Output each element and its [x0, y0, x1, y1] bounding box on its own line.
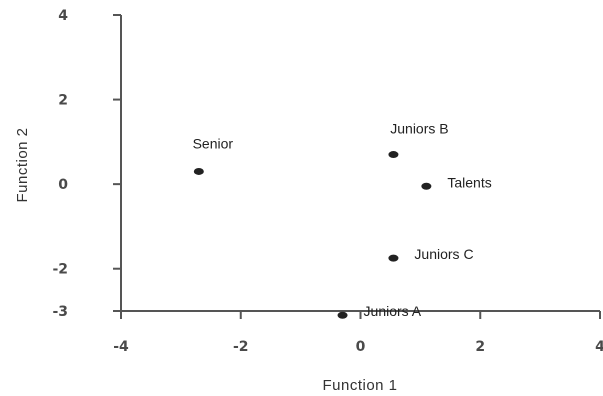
y-axis-ticks: 4 2 0 -2 -3	[52, 8, 121, 320]
y-tick-label: -2	[52, 262, 68, 278]
data-point-label: Juniors A	[364, 303, 422, 319]
data-point	[193, 167, 204, 175]
x-tick-label: 2	[475, 339, 485, 355]
data-point	[388, 254, 399, 262]
y-tick-label: 4	[58, 8, 68, 24]
x-axis-title: Function 1	[322, 377, 397, 394]
axes	[120, 15, 600, 312]
data-points: Senior Juniors B Talents Juniors C Juniors A	[193, 121, 492, 320]
y-tick-label: 2	[58, 93, 68, 109]
x-axis-ticks: -4 -2 0 2 4	[113, 311, 603, 355]
x-tick-label: -2	[233, 339, 249, 355]
y-axis-title: Function 2	[14, 127, 31, 202]
data-point	[388, 151, 399, 159]
x-tick-label: 4	[595, 339, 603, 355]
data-point-label: Juniors C	[414, 246, 473, 262]
data-point	[421, 182, 432, 190]
x-tick-label: -4	[113, 339, 129, 355]
data-point-label: Juniors B	[390, 121, 448, 137]
data-point-label: Talents	[447, 174, 491, 190]
data-point-label: Senior	[193, 135, 234, 151]
y-tick-label: -3	[52, 304, 68, 320]
y-tick-label: 0	[58, 177, 68, 193]
x-tick-label: 0	[356, 339, 366, 355]
data-point	[337, 311, 348, 319]
